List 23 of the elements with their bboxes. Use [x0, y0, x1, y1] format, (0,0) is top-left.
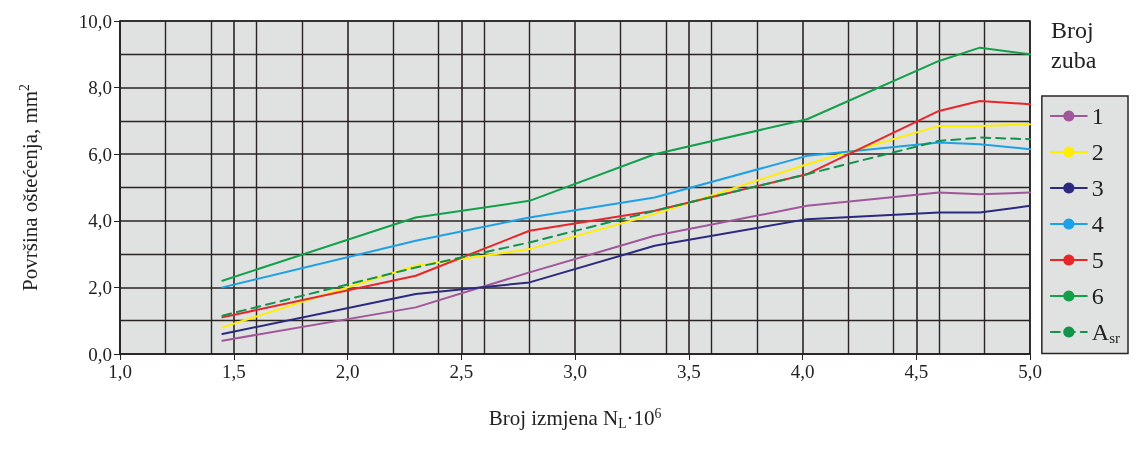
- y-tick-label: 4,0: [88, 210, 112, 232]
- x-tick-label: 2,0: [335, 361, 360, 382]
- x-tick-label: 3,0: [563, 361, 587, 382]
- y-tick-label: 6,0: [88, 143, 112, 165]
- line-series: [221, 141, 1031, 289]
- x-tick-label: 4,5: [904, 361, 929, 382]
- legend-title: Broj zuba: [1051, 17, 1100, 73]
- legend-label: 5: [1091, 247, 1104, 273]
- x-tick-label: 5,0: [1018, 361, 1042, 382]
- legend-label: 3: [1091, 175, 1104, 201]
- line-series: [221, 46, 1031, 282]
- y-tick-label: 2,0: [88, 276, 112, 298]
- legend-label: 1: [1091, 103, 1104, 129]
- legend-label: 2: [1091, 139, 1104, 165]
- x-tick-label: 1,5: [221, 361, 246, 382]
- legend-label: 6: [1091, 283, 1104, 309]
- x-tick-label: 4,0: [790, 361, 815, 382]
- legend-label: 4: [1091, 211, 1104, 237]
- y-axis-title: Površina oštećenja, mm2: [17, 83, 42, 291]
- y-tick-label: 8,0: [88, 77, 112, 99]
- y-tick-label: 10,0: [78, 10, 112, 32]
- x-tick-label: 3,5: [676, 361, 701, 382]
- x-tick-label: 2,5: [449, 361, 474, 382]
